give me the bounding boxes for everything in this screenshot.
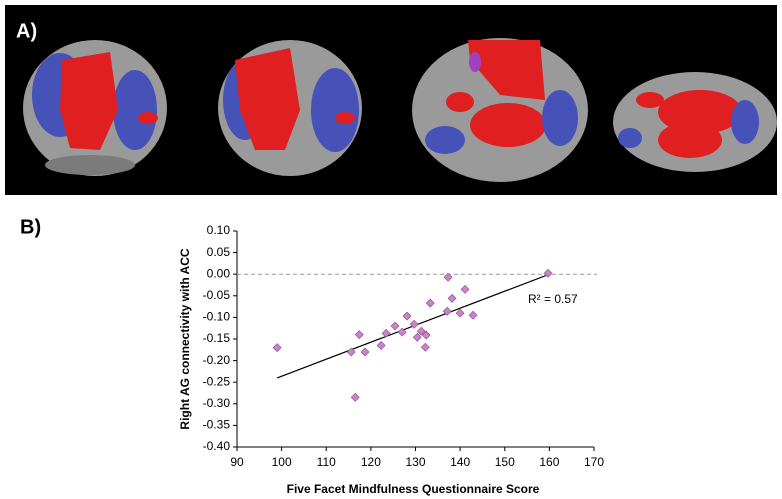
data-point: [272, 343, 282, 353]
brain-renderings: [23, 38, 777, 182]
y-tick-label: -0.35: [203, 418, 231, 432]
x-tick-label: 150: [495, 455, 515, 469]
data-point: [376, 341, 386, 350]
data-point: [421, 330, 431, 340]
annotation: R² = 0.57: [528, 292, 578, 306]
data-point: [468, 310, 478, 320]
data-point: [455, 308, 465, 318]
data-point: [354, 330, 364, 340]
data-point: [397, 327, 407, 337]
x-tick-label: 110: [317, 455, 336, 469]
x-tick-label: 170: [584, 455, 604, 469]
data-point: [381, 328, 391, 338]
x-tick-label: 160: [539, 455, 559, 469]
data-point: [409, 319, 419, 329]
data-point: [412, 332, 422, 342]
data-point: [346, 347, 356, 357]
x-tick-label: 120: [361, 455, 381, 469]
y-tick-label: -0.30: [203, 396, 231, 410]
y-tick-label: 0.00: [207, 266, 231, 280]
y-tick-label: -0.15: [203, 331, 231, 345]
y-tick-label: -0.25: [203, 374, 231, 388]
data-point: [543, 268, 553, 278]
data-point: [447, 293, 457, 303]
data-point: [402, 311, 412, 321]
data-point: [443, 272, 453, 282]
data-point: [390, 321, 400, 331]
x-tick-label: 90: [230, 455, 244, 469]
data-point: [350, 392, 360, 402]
x-tick-label: 100: [272, 455, 292, 469]
y-tick-label: -0.05: [203, 288, 231, 302]
x-axis-label: Five Facet Mindfulness Questionnaire Sco…: [287, 482, 540, 496]
data-point: [425, 298, 435, 308]
panel-label: A): [16, 20, 37, 42]
x-tick-label: 140: [450, 455, 470, 469]
data-point: [460, 284, 470, 294]
data-point: [420, 342, 430, 352]
data-point: [442, 306, 452, 316]
y-tick-label: -0.40: [203, 439, 231, 453]
data-point: [416, 326, 426, 336]
y-axis-label: Right AG connectivity with ACC: [178, 248, 192, 429]
y-tick-label: 0.05: [207, 245, 231, 259]
y-tick-label: 0.10: [207, 223, 231, 237]
data-point: [360, 347, 370, 357]
panel-label: B): [20, 216, 41, 238]
y-tick-label: -0.20: [203, 353, 231, 367]
x-tick-label: 130: [405, 455, 425, 469]
y-tick-label: -0.10: [203, 310, 231, 324]
